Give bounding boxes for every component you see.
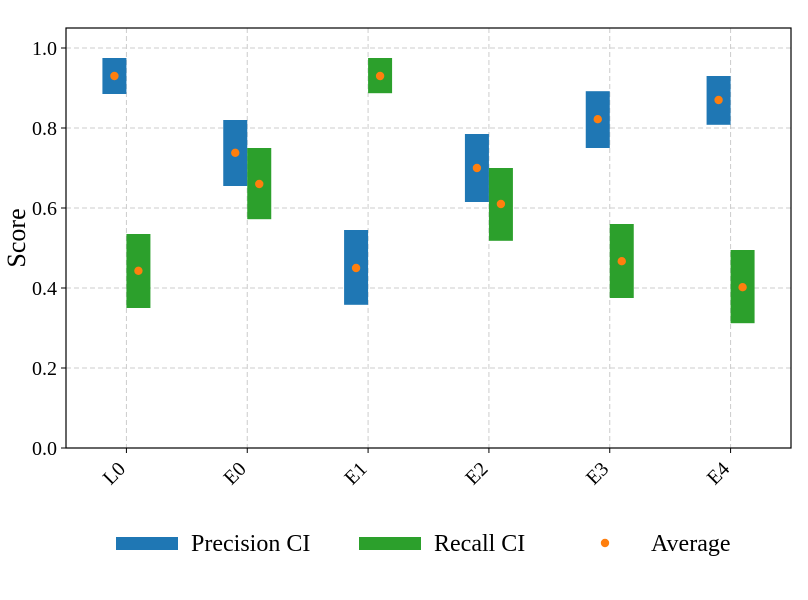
x-tick-label: E2 — [461, 458, 492, 489]
x-tick-label: E4 — [703, 458, 734, 489]
y-tick-label: 1.0 — [32, 38, 57, 60]
y-tick-label: 0.6 — [32, 198, 57, 220]
interval-bars — [102, 58, 755, 324]
average-point — [593, 115, 602, 124]
y-tick-label: 0.2 — [32, 358, 57, 380]
average-point — [351, 263, 361, 273]
x-tick-label: E3 — [582, 458, 613, 489]
legend-swatch-precision — [116, 537, 178, 550]
y-tick-label: 0.8 — [32, 118, 57, 140]
y-axis-label: Score — [2, 208, 31, 267]
x-tick-label: E1 — [340, 458, 371, 489]
x-tick-label: L0 — [99, 458, 130, 489]
legend-label-recall: Recall CI — [434, 531, 525, 557]
average-point — [472, 163, 482, 173]
legend-swatch-recall — [359, 537, 421, 550]
y-tick-label: 0.4 — [32, 278, 57, 300]
average-point — [714, 95, 723, 105]
average-points — [110, 71, 747, 292]
legend-label-average: Average — [651, 531, 731, 557]
grid-lines — [66, 28, 791, 449]
average-point — [110, 71, 119, 81]
x-tick-label: E0 — [220, 458, 251, 489]
average-point — [134, 266, 143, 275]
legend-marker-average — [600, 538, 610, 548]
legend: Precision CI Recall CI Average — [116, 531, 731, 557]
average-point — [375, 71, 385, 81]
y-tick-label: 0.0 — [32, 438, 57, 460]
average-point — [231, 148, 240, 157]
average-point — [738, 283, 747, 292]
average-point — [496, 199, 506, 209]
y-axis-ticks: 0.0 0.2 0.4 0.6 0.8 1.0 — [32, 38, 66, 460]
average-point — [617, 257, 626, 266]
average-point — [255, 179, 264, 189]
x-axis-ticks: L0 E0 E1 E2 E3 E4 — [99, 448, 734, 489]
plot-frame — [65, 27, 792, 449]
legend-label-precision: Precision CI — [191, 531, 310, 557]
